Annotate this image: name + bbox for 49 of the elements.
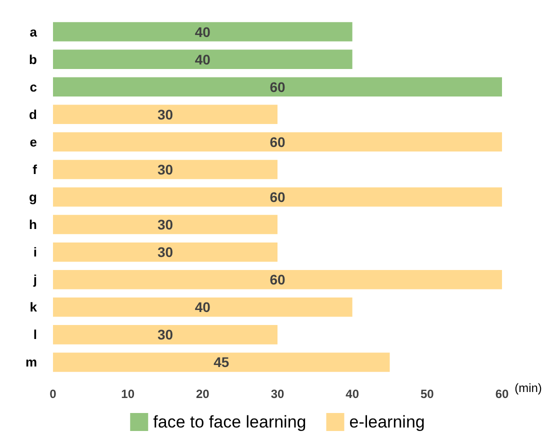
- y-tick-label: k: [30, 300, 38, 315]
- data-label: 40: [194, 24, 211, 40]
- data-label: 30: [157, 106, 174, 122]
- y-tick-label: c: [30, 79, 37, 94]
- bar: [53, 214, 278, 234]
- x-tick-label: 40: [346, 387, 360, 401]
- bar: [53, 77, 502, 96]
- bar: [53, 132, 502, 152]
- y-tick-label: l: [33, 327, 37, 342]
- x-tick-label: 30: [270, 387, 284, 401]
- data-label: 60: [270, 78, 286, 95]
- bar: [53, 325, 278, 344]
- data-label: 30: [157, 326, 174, 343]
- bar: [53, 352, 390, 372]
- x-tick-label: 10: [121, 387, 135, 401]
- bar: [53, 298, 352, 317]
- data-label: 60: [270, 189, 286, 205]
- data-label: 60: [270, 272, 286, 288]
- x-tick-label: 0: [50, 387, 57, 401]
- y-tick-label: d: [29, 106, 38, 122]
- bar: [53, 160, 278, 180]
- x-tick-label: 20: [196, 387, 210, 401]
- y-tick-label: b: [29, 52, 38, 67]
- data-label: 30: [157, 161, 174, 178]
- x-axis-title: (min): [514, 381, 542, 395]
- data-label: 45: [214, 354, 230, 370]
- y-tick-label: g: [29, 190, 38, 204]
- y-tick-label: h: [29, 217, 38, 232]
- x-tick-label: 60: [495, 387, 509, 401]
- x-tick-label: 50: [420, 387, 434, 401]
- bar: [53, 50, 352, 69]
- bar: [53, 242, 278, 262]
- data-label: 40: [194, 299, 211, 316]
- bar: [53, 270, 502, 290]
- y-tick-label: a: [30, 24, 38, 40]
- data-label: 30: [157, 216, 174, 233]
- bar: [53, 187, 502, 207]
- legend-label: face to face learning: [153, 412, 306, 432]
- y-tick-label: i: [33, 244, 37, 260]
- bar: [53, 22, 352, 42]
- bar: [53, 104, 278, 124]
- y-tick-label: f: [32, 162, 38, 177]
- data-label: 60: [270, 134, 286, 150]
- legend-label: e-learning: [349, 412, 425, 432]
- y-tick-label: m: [25, 354, 37, 370]
- data-label: 30: [157, 244, 174, 260]
- y-tick-label: e: [30, 134, 37, 150]
- y-tick-label: j: [32, 272, 37, 288]
- data-label: 40: [194, 51, 211, 68]
